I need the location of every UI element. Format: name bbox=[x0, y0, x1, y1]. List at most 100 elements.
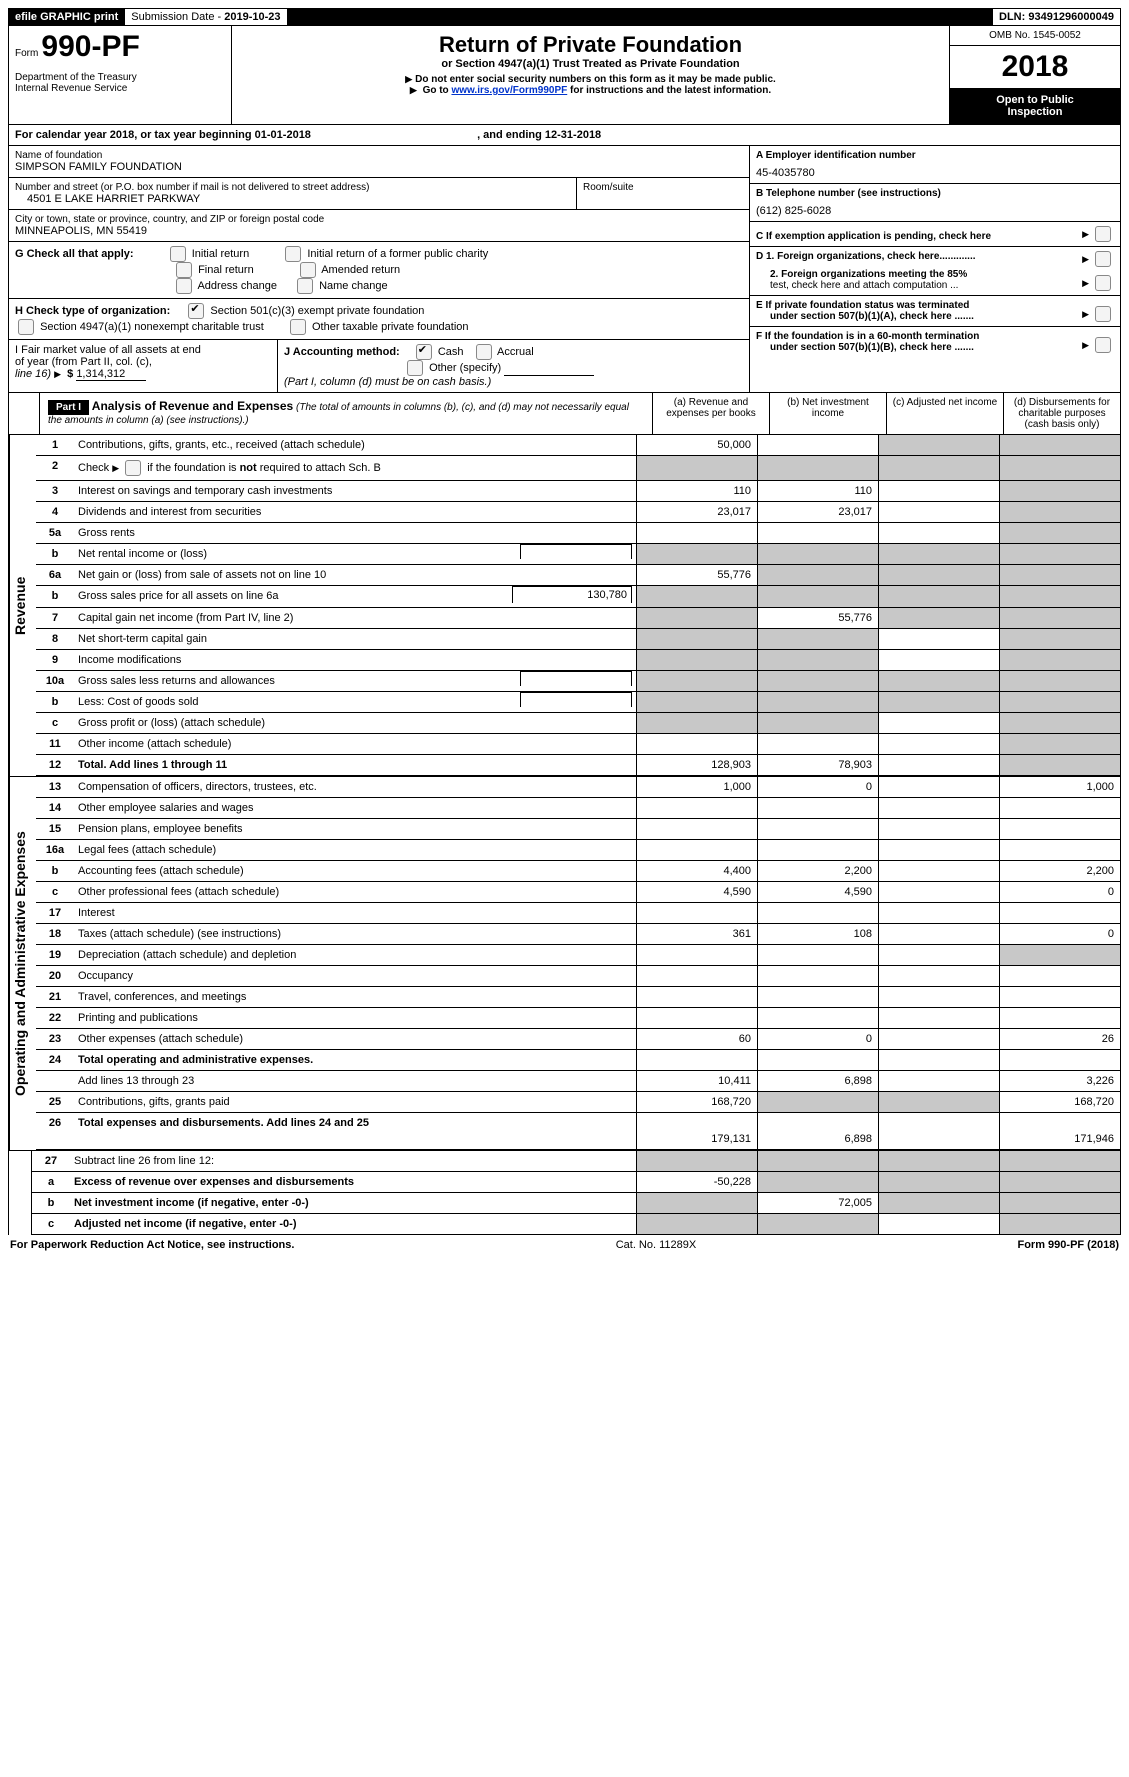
line-number: 22 bbox=[36, 1008, 74, 1028]
checkbox[interactable] bbox=[297, 278, 313, 294]
amount-cell bbox=[878, 481, 999, 501]
vlabel-spacer bbox=[9, 393, 40, 434]
line-label: Other professional fees (attach schedule… bbox=[74, 882, 636, 902]
line-number: 15 bbox=[36, 819, 74, 839]
amount-cell bbox=[757, 819, 878, 839]
amount-cell bbox=[999, 1193, 1120, 1213]
line-number: 18 bbox=[36, 924, 74, 944]
form-label: Form bbox=[15, 48, 38, 59]
line-label: Total. Add lines 1 through 11 bbox=[74, 755, 636, 775]
table-row: 19Depreciation (attach schedule) and dep… bbox=[36, 945, 1121, 966]
amount-cell bbox=[999, 819, 1120, 839]
checkbox[interactable] bbox=[476, 344, 492, 360]
amount-cell bbox=[999, 523, 1120, 543]
checkbox[interactable] bbox=[407, 360, 423, 376]
line-label: Interest bbox=[74, 903, 636, 923]
checkbox[interactable] bbox=[176, 262, 192, 278]
entity-left: Name of foundation SIMPSON FAMILY FOUNDA… bbox=[9, 146, 749, 392]
checkbox[interactable] bbox=[285, 246, 301, 262]
line-label: Other employee salaries and wages bbox=[74, 798, 636, 818]
checkbox[interactable] bbox=[1095, 275, 1111, 291]
h-label: H Check type of organization: bbox=[15, 305, 170, 317]
checkbox[interactable] bbox=[1095, 226, 1111, 242]
city-label: City or town, state or province, country… bbox=[15, 214, 743, 225]
amount-cell: 108 bbox=[757, 924, 878, 944]
checkbox[interactable] bbox=[18, 319, 34, 335]
h-501c3: Section 501(c)(3) exempt private foundat… bbox=[210, 305, 424, 317]
j-label: J Accounting method: bbox=[284, 346, 400, 358]
line-label: Dividends and interest from securities bbox=[74, 502, 636, 522]
amount-cell bbox=[878, 1214, 999, 1234]
amount-cell: 23,017 bbox=[757, 502, 878, 522]
amount-cell bbox=[878, 435, 999, 455]
street-cell: Number and street (or P.O. box number if… bbox=[9, 178, 564, 209]
amount-cell bbox=[999, 586, 1120, 607]
subdate-value: 2019-10-23 bbox=[224, 11, 280, 23]
amount-cell bbox=[636, 544, 757, 564]
checkbox[interactable] bbox=[300, 262, 316, 278]
amount-cell bbox=[878, 1071, 999, 1091]
inline-input[interactable] bbox=[520, 692, 632, 707]
checkbox[interactable] bbox=[290, 319, 306, 335]
city-cell: City or town, state or province, country… bbox=[9, 210, 749, 242]
amount-cell: 55,776 bbox=[636, 565, 757, 585]
inline-amount: 130,780 bbox=[512, 586, 632, 603]
amount-cell: 10,411 bbox=[636, 1071, 757, 1091]
amount-cell bbox=[878, 819, 999, 839]
arrow-icon bbox=[410, 85, 420, 96]
amount-cell bbox=[999, 1050, 1120, 1070]
table-row: 17Interest bbox=[36, 903, 1121, 924]
checkbox-checked[interactable] bbox=[188, 303, 204, 319]
revenue-section: Revenue 1Contributions, gifts, grants, e… bbox=[8, 435, 1121, 776]
checkbox[interactable] bbox=[1095, 251, 1111, 267]
j-accrual: Accrual bbox=[497, 346, 534, 358]
irs-link[interactable]: www.irs.gov/Form990PF bbox=[451, 85, 567, 96]
part1-header: Part I Analysis of Revenue and Expenses … bbox=[8, 393, 1121, 435]
other-input[interactable] bbox=[504, 361, 594, 376]
amount-cell bbox=[636, 608, 757, 628]
amount-cell: 2,200 bbox=[757, 861, 878, 881]
amount-cell bbox=[999, 755, 1120, 775]
inline-input[interactable] bbox=[520, 544, 632, 559]
col-b-header: (b) Net investment income bbox=[770, 393, 887, 434]
arrow-icon bbox=[405, 74, 415, 85]
line-number: 19 bbox=[36, 945, 74, 965]
amount-cell: 1,000 bbox=[636, 777, 757, 797]
line-label: Occupancy bbox=[74, 966, 636, 986]
table-row: 10aGross sales less returns and allowanc… bbox=[36, 671, 1121, 692]
amount-cell: 361 bbox=[636, 924, 757, 944]
amount-cell bbox=[757, 1214, 878, 1234]
g-amended: Amended return bbox=[321, 264, 400, 276]
checkbox[interactable] bbox=[170, 246, 186, 262]
checkbox[interactable] bbox=[125, 460, 141, 476]
amount-cell bbox=[878, 1050, 999, 1070]
table-row: 7Capital gain net income (from Part IV, … bbox=[36, 608, 1121, 629]
expenses-section: Operating and Administrative Expenses 13… bbox=[8, 776, 1121, 1150]
amount-cell: 72,005 bbox=[757, 1193, 878, 1213]
d-cell: D 1. Foreign organizations, check here..… bbox=[750, 247, 1120, 296]
amount-cell bbox=[878, 544, 999, 564]
checkbox[interactable] bbox=[1095, 337, 1111, 353]
line-number: c bbox=[36, 882, 74, 902]
amount-cell bbox=[636, 692, 757, 712]
arrow-icon bbox=[1082, 339, 1092, 351]
ssn-warning: Do not enter social security numbers on … bbox=[415, 74, 776, 85]
line-number: c bbox=[32, 1214, 70, 1234]
checkbox[interactable] bbox=[176, 278, 192, 294]
table-row: bNet rental income or (loss) bbox=[36, 544, 1121, 565]
amount-cell: 4,400 bbox=[636, 861, 757, 881]
i-line3: line 16) bbox=[15, 368, 51, 380]
checkbox-checked[interactable] bbox=[416, 344, 432, 360]
table-row: 16aLegal fees (attach schedule) bbox=[36, 840, 1121, 861]
form-title: Return of Private Foundation bbox=[238, 32, 943, 58]
amount-cell bbox=[999, 945, 1120, 965]
amount-cell bbox=[878, 840, 999, 860]
checkbox[interactable] bbox=[1095, 306, 1111, 322]
inspect-line2: Inspection bbox=[954, 106, 1116, 118]
inline-input[interactable] bbox=[520, 671, 632, 686]
g-label: G Check all that apply: bbox=[15, 248, 134, 260]
line-number: 1 bbox=[36, 435, 74, 455]
amount-cell: 60 bbox=[636, 1029, 757, 1049]
amount-cell: 0 bbox=[757, 777, 878, 797]
footer-left: For Paperwork Reduction Act Notice, see … bbox=[10, 1239, 294, 1251]
